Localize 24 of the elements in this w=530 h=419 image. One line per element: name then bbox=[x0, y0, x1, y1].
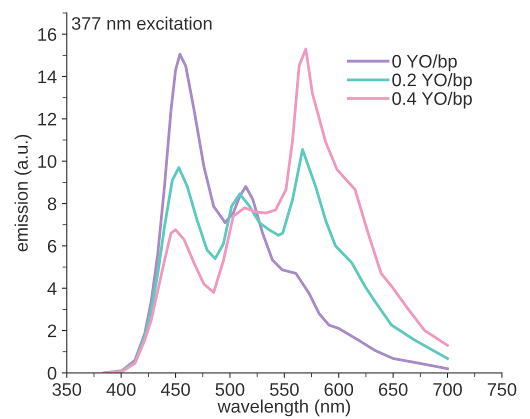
x-tick-label: 450 bbox=[160, 383, 190, 396]
x-tick-label: 650 bbox=[378, 383, 408, 396]
y-tick-label: 12 bbox=[38, 112, 56, 126]
legend-label: 0.2 YO/bp bbox=[392, 73, 472, 90]
x-tick-label: 750 bbox=[488, 383, 516, 396]
legend-label: 0 YO/bp bbox=[392, 54, 457, 72]
y-tick-label: 14 bbox=[38, 70, 57, 84]
x-tick-label: 350 bbox=[52, 383, 82, 396]
x-tick-label: 550 bbox=[270, 383, 299, 396]
legend-label: 0.4 YO/bp bbox=[392, 92, 472, 109]
x-tick-label: 700 bbox=[433, 383, 462, 396]
y-tick-label: 4 bbox=[47, 282, 57, 295]
y-axis-title: emission (a.u.) bbox=[14, 134, 32, 252]
x-axis-title: wavelength (nm) bbox=[218, 399, 350, 416]
x-tick-label: 600 bbox=[324, 383, 354, 396]
y-tick-label: 0 bbox=[48, 366, 56, 380]
x-tick-label: 500 bbox=[216, 383, 244, 396]
annotation: 377 nm excitation bbox=[72, 16, 212, 30]
y-tick-label: 2 bbox=[48, 324, 56, 338]
y-tick-label: 10 bbox=[38, 155, 56, 168]
y-tick-label: 16 bbox=[38, 28, 56, 41]
y-tick-label: 6 bbox=[48, 240, 56, 253]
y-tick-label: 8 bbox=[48, 197, 56, 210]
x-tick-label: 400 bbox=[106, 383, 136, 396]
